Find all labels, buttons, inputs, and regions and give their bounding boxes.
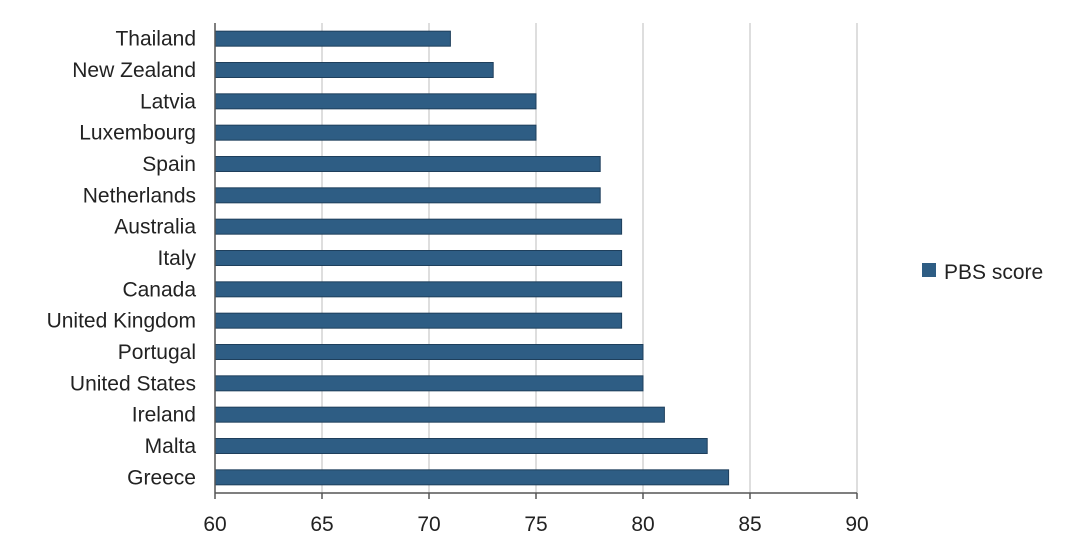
category-label: Portugal	[118, 341, 196, 364]
legend-swatch	[922, 263, 936, 277]
category-labels: Thailand New Zealand Latvia Luxembourg Spain…	[47, 28, 197, 490]
watermark-text: 大数跨境	[52, 526, 132, 550]
bar	[214, 469, 730, 486]
bar	[214, 156, 601, 172]
bar	[214, 344, 644, 360]
bar	[214, 250, 623, 266]
bar	[214, 124, 537, 141]
bar	[214, 281, 623, 298]
x-tick-label: 80	[631, 513, 654, 536]
x-tick-label: 75	[524, 513, 547, 536]
x-tick-label: 85	[738, 513, 761, 536]
logo-icon	[11, 524, 46, 552]
bar	[214, 187, 601, 204]
x-tick-label: 60	[203, 513, 226, 536]
bar	[214, 62, 494, 78]
legend: PBS score	[922, 261, 1043, 284]
bars	[214, 30, 730, 486]
watermark: 大数跨境	[11, 524, 132, 552]
category-label: Italy	[157, 247, 196, 270]
x-tick-labels: 60 65 70 75 80 85 90	[203, 513, 868, 536]
category-label: Australia	[114, 216, 196, 239]
category-label: Ireland	[132, 404, 196, 427]
category-label: Luxembourg	[79, 122, 196, 145]
category-label: United Kingdom	[47, 310, 196, 333]
bar	[214, 218, 623, 235]
bar	[214, 312, 623, 329]
category-label: Latvia	[140, 90, 196, 113]
category-label: Malta	[145, 435, 197, 458]
legend-label: PBS score	[944, 261, 1043, 284]
bar	[214, 93, 537, 110]
axes	[214, 23, 858, 499]
bar	[214, 30, 451, 47]
category-label: Netherlands	[83, 184, 196, 207]
x-tick-label: 70	[417, 513, 440, 536]
category-label: United States	[70, 372, 196, 395]
bar	[214, 375, 644, 392]
bar	[214, 406, 665, 423]
x-tick-label: 65	[310, 513, 333, 536]
category-label: Spain	[142, 153, 196, 176]
bar	[214, 438, 708, 454]
category-label: New Zealand	[72, 59, 196, 82]
category-label: Canada	[122, 278, 196, 301]
category-label: Greece	[127, 466, 196, 489]
x-tick-label: 90	[845, 513, 868, 536]
category-label: Thailand	[115, 28, 196, 51]
